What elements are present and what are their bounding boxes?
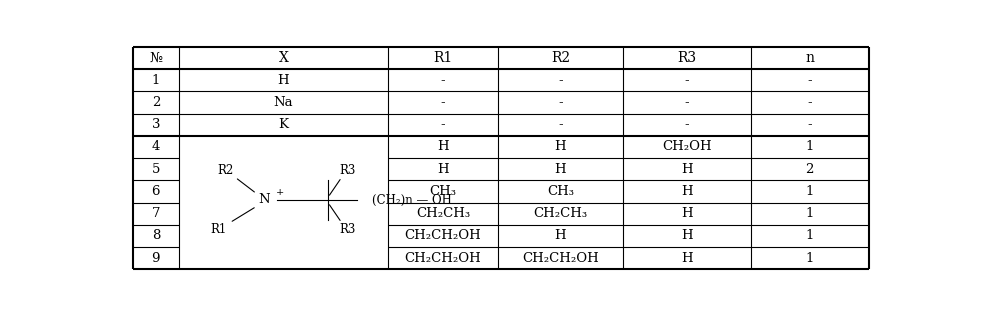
Text: R3: R3 — [677, 51, 696, 65]
Text: CH₂CH₂OH: CH₂CH₂OH — [405, 229, 482, 242]
Text: -: - — [440, 118, 445, 131]
Text: 1: 1 — [151, 74, 160, 87]
Text: H: H — [555, 163, 567, 176]
Text: -: - — [684, 74, 689, 87]
Text: H: H — [681, 163, 693, 176]
Text: n: n — [805, 51, 814, 65]
Text: H: H — [437, 140, 449, 154]
Text: -: - — [440, 74, 445, 87]
Text: H: H — [278, 74, 289, 87]
Text: H: H — [681, 207, 693, 220]
Text: 5: 5 — [151, 163, 160, 176]
Text: -: - — [558, 96, 563, 109]
Text: 1: 1 — [805, 207, 814, 220]
Text: R1: R1 — [433, 51, 453, 65]
Text: H: H — [681, 229, 693, 242]
Text: -: - — [440, 96, 445, 109]
Text: CH₂CH₂OH: CH₂CH₂OH — [405, 252, 482, 265]
Text: -: - — [558, 118, 563, 131]
Text: 2: 2 — [805, 163, 814, 176]
Text: CH₃: CH₃ — [429, 185, 456, 198]
Text: -: - — [807, 118, 812, 131]
Text: Na: Na — [274, 96, 294, 109]
Text: CH₂CH₃: CH₂CH₃ — [533, 207, 587, 220]
Text: H: H — [555, 140, 567, 154]
Text: H: H — [681, 185, 693, 198]
Text: R1: R1 — [210, 222, 226, 236]
Text: -: - — [684, 96, 689, 109]
Text: CH₂OH: CH₂OH — [663, 140, 712, 154]
Text: R3: R3 — [339, 164, 355, 177]
Text: 1: 1 — [805, 229, 814, 242]
Text: R2: R2 — [551, 51, 570, 65]
Text: -: - — [807, 96, 812, 109]
Text: N: N — [258, 194, 270, 207]
Text: CH₂CH₂OH: CH₂CH₂OH — [522, 252, 599, 265]
Text: 3: 3 — [151, 118, 160, 131]
Text: H: H — [555, 229, 567, 242]
Text: +: + — [276, 188, 284, 197]
Text: 1: 1 — [805, 252, 814, 265]
Text: -: - — [684, 118, 689, 131]
Text: 6: 6 — [151, 185, 160, 198]
Text: 7: 7 — [151, 207, 160, 220]
Text: 8: 8 — [151, 229, 160, 242]
Text: H: H — [437, 163, 449, 176]
Text: (CH₂)n — OH: (CH₂)n — OH — [372, 194, 452, 207]
Text: CH₂CH₃: CH₂CH₃ — [415, 207, 470, 220]
Text: K: K — [279, 118, 289, 131]
Text: R3: R3 — [339, 222, 355, 236]
Text: 1: 1 — [805, 140, 814, 154]
Text: X: X — [279, 51, 289, 65]
Text: 4: 4 — [151, 140, 160, 154]
Text: -: - — [807, 74, 812, 87]
Text: -: - — [558, 74, 563, 87]
Text: R2: R2 — [218, 164, 234, 177]
Text: H: H — [681, 252, 693, 265]
Text: 2: 2 — [151, 96, 160, 109]
Text: 9: 9 — [151, 252, 160, 265]
Text: 1: 1 — [805, 185, 814, 198]
Text: CH₃: CH₃ — [547, 185, 574, 198]
Text: №: № — [149, 51, 162, 65]
